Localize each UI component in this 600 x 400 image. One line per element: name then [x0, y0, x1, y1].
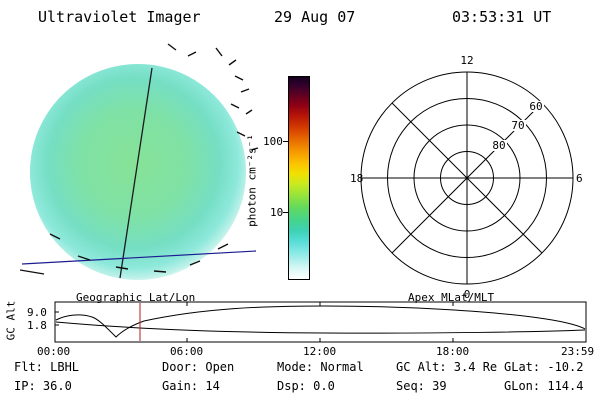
colorbar-tickmark [283, 212, 288, 213]
xtick-1200: 12:00 [303, 345, 337, 358]
status-dsp: Dsp: 0.0 [277, 379, 335, 393]
colorbar-tick-100: 100 [263, 135, 283, 148]
geographic-latlon-label: Geographic Lat/Lon [76, 291, 196, 304]
chart-frame [54, 301, 587, 343]
xtick-0000: 00:00 [37, 345, 71, 358]
xtick-0600: 06:00 [170, 345, 204, 358]
ring-label-bg [528, 101, 544, 112]
status-gcalt: GC Alt: 3.4 Re [396, 360, 498, 374]
colorbar-tickmark [283, 141, 288, 142]
date-label: 29 Aug 07 [274, 8, 356, 26]
track-segment [20, 269, 45, 275]
status-mode: Mode: Normal [277, 360, 364, 374]
mlat-60-label: 60 [529, 100, 542, 113]
intensity-colorbar [288, 76, 310, 280]
disk-noise-texture [30, 64, 246, 280]
ring-label-bg [510, 120, 526, 131]
altitude-envelope-lower [55, 321, 586, 334]
ytick-1-8: 1.8 [27, 319, 47, 332]
uv-earth-disk-image [20, 43, 259, 280]
status-seq: Seq: 39 [396, 379, 447, 393]
status-glat: GLat: -10.2 [504, 360, 584, 374]
mlt-6-label: 6 [576, 172, 583, 185]
altitude-envelope-upper [55, 305, 586, 338]
xtick-1800: 18:00 [436, 345, 470, 358]
status-door: Door: Open [162, 360, 235, 374]
axis-ticks [55, 302, 454, 342]
status-flt: Flt: LBHL [14, 360, 80, 374]
status-glon: GLon: 114.4 [504, 379, 584, 393]
xtick-2359: 23:59 [561, 345, 595, 358]
ytick-9: 9.0 [27, 306, 47, 319]
status-ip: IP: 36.0 [14, 379, 72, 393]
mlt-0-label: 0 [464, 288, 471, 301]
orbit-track-line [21, 250, 257, 265]
colorbar-tick-10: 10 [270, 206, 284, 219]
apex-mlatmlt-label: Apex MLat/MLT [408, 291, 495, 304]
mlt-18-label: 18 [350, 172, 363, 185]
colorbar-units-label: photon cm⁻²s⁻¹ [245, 134, 259, 227]
altitude-strip-chart [54, 301, 587, 343]
mlt-12-label: 12 [460, 54, 473, 67]
gc-alt-axis-label: GC Alt [4, 300, 18, 341]
ring-label-bg [491, 140, 507, 151]
time-label: 03:53:31 UT [452, 8, 552, 26]
instrument-title: Ultraviolet Imager [38, 8, 201, 26]
status-gain: Gain: 14 [162, 379, 220, 393]
terminator-line [119, 67, 153, 279]
mlat-70-label: 70 [511, 119, 524, 132]
coastline-marks [49, 43, 259, 273]
mlat-80-label: 80 [492, 139, 505, 152]
apex-polar-grid: 12 18 6 0 60 70 80 [350, 54, 583, 301]
